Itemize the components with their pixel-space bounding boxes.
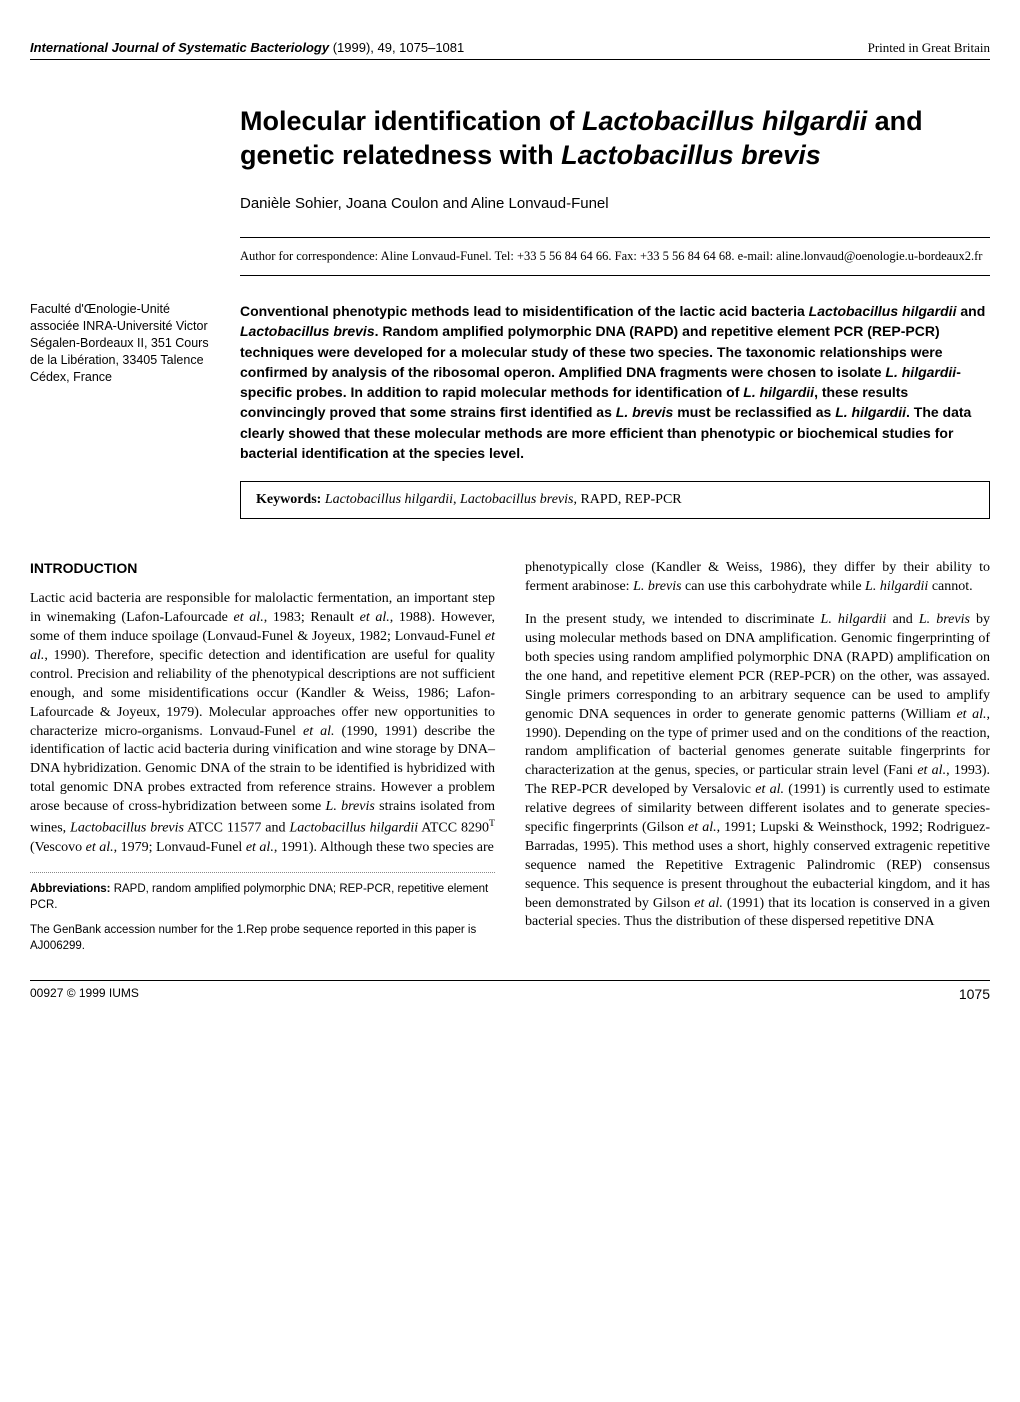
page-footer: 00927 © 1999 IUMS 1075 (30, 980, 990, 1002)
abstract: Conventional phenotypic methods lead to … (240, 301, 990, 463)
keywords-box: Keywords: Lactobacillus hilgardii, Lacto… (240, 481, 990, 519)
intro-para-1: Lactic acid bacteria are responsible for… (30, 590, 495, 857)
abbreviations-footnote: Abbreviations: RAPD, random amplified po… (30, 881, 495, 913)
body-columns: INTRODUCTION Lactic acid bacteria are re… (30, 559, 990, 961)
printed-in: Printed in Great Britain (868, 40, 990, 56)
citation-details: (1999), 49, 1075–1081 (329, 40, 464, 55)
title-block: Molecular identification of Lactobacillu… (240, 105, 990, 276)
journal-citation: International Journal of Systematic Bact… (30, 40, 464, 56)
left-column: INTRODUCTION Lactic acid bacteria are re… (30, 559, 495, 961)
page-number: 1075 (959, 986, 990, 1002)
right-para-2: In the present study, we intended to dis… (525, 611, 990, 932)
copyright: 00927 © 1999 IUMS (30, 986, 139, 1002)
genbank-footnote: The GenBank accession number for the 1.R… (30, 922, 495, 954)
abstract-row: Faculté d'Œnologie-Unité associée INRA-U… (30, 301, 990, 463)
keywords-label: Keywords: (256, 492, 321, 507)
footnotes: Abbreviations: RAPD, random amplified po… (30, 872, 495, 953)
journal-name: International Journal of Systematic Bact… (30, 40, 329, 55)
affiliation: Faculté d'Œnologie-Unité associée INRA-U… (30, 301, 215, 385)
correspondence: Author for correspondence: Aline Lonvaud… (240, 237, 990, 277)
article-title: Molecular identification of Lactobacillu… (240, 105, 990, 173)
authors: Danièle Sohier, Joana Coulon and Aline L… (240, 195, 990, 212)
right-column: phenotypically close (Kandler & Weiss, 1… (525, 559, 990, 961)
right-para-1: phenotypically close (Kandler & Weiss, 1… (525, 559, 990, 597)
introduction-heading: INTRODUCTION (30, 559, 495, 578)
page-header: International Journal of Systematic Bact… (30, 40, 990, 60)
